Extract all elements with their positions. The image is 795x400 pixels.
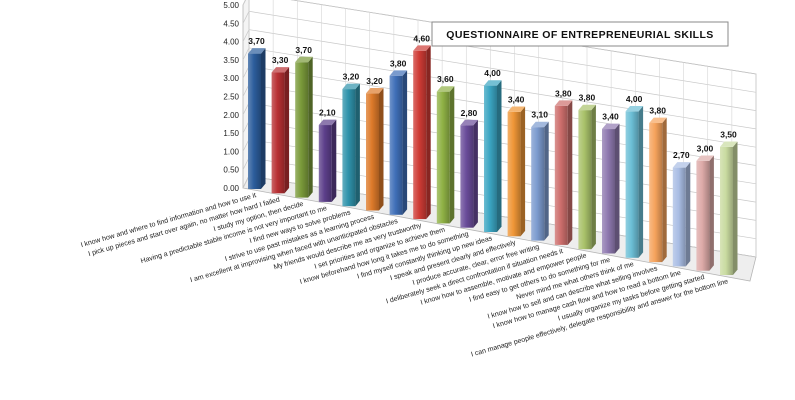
bar bbox=[696, 155, 714, 271]
bar bbox=[507, 106, 526, 237]
value-label: 3,70 bbox=[248, 36, 265, 46]
bar bbox=[625, 106, 644, 258]
value-label: 4,60 bbox=[413, 33, 430, 43]
bar bbox=[248, 48, 266, 190]
value-label: 2,70 bbox=[673, 150, 690, 160]
bar bbox=[578, 104, 596, 250]
y-tick-label: 2.00 bbox=[223, 111, 239, 120]
bar bbox=[672, 162, 691, 267]
bar bbox=[318, 119, 337, 202]
y-tick-label: 3.00 bbox=[223, 74, 239, 83]
value-label: 3,40 bbox=[508, 94, 525, 104]
y-tick-label: 3.50 bbox=[223, 56, 239, 65]
y-tick-label: 4.50 bbox=[223, 19, 239, 28]
value-label: 3,50 bbox=[720, 130, 737, 140]
value-label: 2,80 bbox=[461, 108, 478, 118]
y-tick-label: 1.00 bbox=[223, 147, 239, 156]
y-tick-label: 1.50 bbox=[223, 129, 239, 138]
value-label: 2,10 bbox=[319, 108, 336, 118]
bar bbox=[271, 67, 290, 194]
value-label: 3,80 bbox=[390, 58, 407, 68]
bar bbox=[342, 83, 360, 207]
value-label: 3,10 bbox=[531, 110, 548, 120]
bar bbox=[554, 100, 573, 245]
bar bbox=[295, 56, 313, 198]
bar bbox=[484, 80, 502, 232]
y-tick-label: 5.00 bbox=[223, 1, 239, 10]
bar bbox=[720, 141, 738, 275]
value-label: 3,00 bbox=[697, 144, 714, 154]
value-label: 4,00 bbox=[484, 68, 501, 78]
y-tick-label: 0.50 bbox=[223, 166, 239, 175]
value-label: 3,20 bbox=[343, 72, 360, 82]
bars bbox=[248, 45, 738, 275]
y-axis-ticks: 0.00 0.50 1.00 1.50 2.00 2.50 3.00 3.50 4.00 4.50… bbox=[223, 1, 239, 193]
value-label: 3,20 bbox=[366, 76, 383, 86]
bar bbox=[366, 87, 384, 211]
y-tick-label: 4.00 bbox=[223, 38, 239, 47]
bar bbox=[531, 121, 549, 241]
bar bbox=[389, 70, 408, 215]
bar bbox=[460, 119, 478, 228]
bar bbox=[602, 123, 620, 254]
chart-title-box: QUESTIONNAIRE OF ENTREPRENEURIAL SKILLS bbox=[431, 21, 729, 47]
bar bbox=[436, 86, 455, 224]
value-label: 3,30 bbox=[272, 55, 289, 65]
value-label: 3,40 bbox=[602, 112, 619, 122]
value-label: 3,60 bbox=[437, 74, 454, 84]
y-tick-label: 0.00 bbox=[223, 184, 239, 193]
value-label: 3,80 bbox=[579, 93, 596, 103]
y-tick-label: 2.50 bbox=[223, 93, 239, 102]
value-label: 3,80 bbox=[649, 106, 666, 116]
chart-title: QUESTIONNAIRE OF ENTREPRENEURIAL SKILLS bbox=[446, 29, 713, 41]
value-label: 4,00 bbox=[626, 94, 643, 104]
value-label: 3,80 bbox=[555, 88, 572, 98]
value-labels: 3,70 3,30 3,70 2,10 3,20 3,20 3,80 4,60 3,60 2,80… bbox=[248, 33, 737, 160]
bar bbox=[413, 45, 431, 220]
value-label: 3,70 bbox=[295, 45, 312, 55]
bar bbox=[649, 117, 667, 263]
